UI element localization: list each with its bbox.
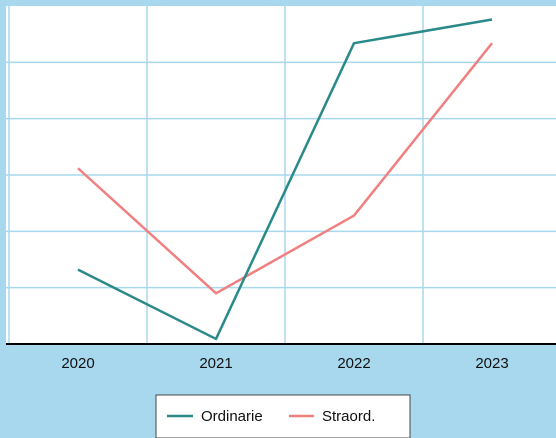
x-tick-label: 2023 (475, 355, 508, 372)
legend-box (155, 394, 411, 438)
x-tick-labels: 2020 2021 2022 2023 (61, 355, 508, 372)
legend-label-ordinarie: Ordinarie (201, 408, 263, 425)
x-tick-label: 2020 (61, 355, 94, 372)
series-line-straord (77, 42, 493, 295)
x-tick-label: 2021 (199, 355, 232, 372)
series-line-ordinarie (77, 18, 493, 341)
series-lines (77, 18, 493, 341)
legend: Ordinarie Straord. (155, 394, 411, 438)
grid-lines (6, 6, 556, 344)
x-tick-label: 2022 (337, 355, 370, 372)
legend-label-straord: Straord. (322, 408, 375, 425)
